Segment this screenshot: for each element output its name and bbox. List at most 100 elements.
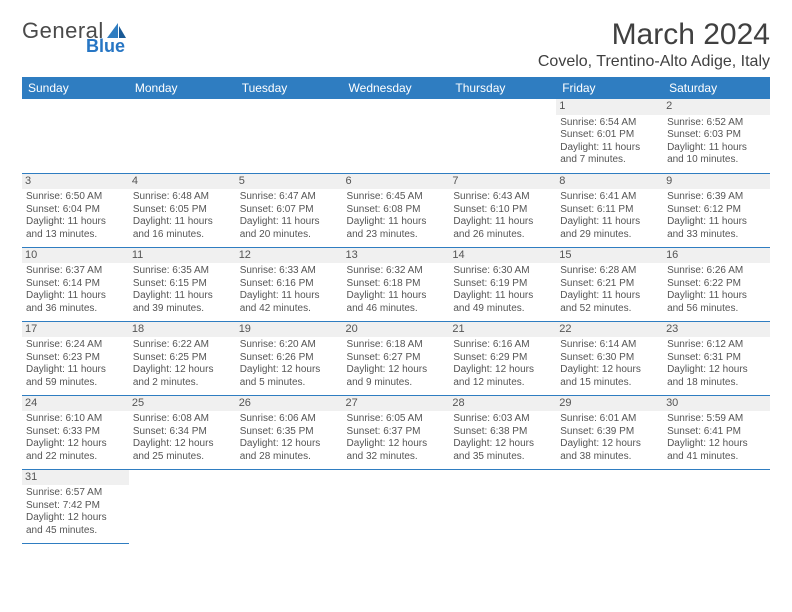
day-details: Sunrise: 6:45 AMSunset: 6:08 PMDaylight:… [347, 191, 446, 241]
day-header: Saturday [663, 77, 770, 99]
day-number: 8 [556, 174, 663, 190]
detail-line: and 15 minutes. [560, 377, 659, 390]
day-details: Sunrise: 6:41 AMSunset: 6:11 PMDaylight:… [560, 191, 659, 241]
detail-line: Sunrise: 6:10 AM [26, 413, 125, 426]
detail-line: Sunrise: 6:28 AM [560, 265, 659, 278]
detail-line: Daylight: 12 hours [453, 438, 552, 451]
calendar-cell: 31Sunrise: 6:57 AMSunset: 7:42 PMDayligh… [22, 469, 129, 543]
detail-line: Daylight: 12 hours [560, 364, 659, 377]
detail-line: Sunrise: 6:12 AM [667, 339, 766, 352]
day-number: 26 [236, 396, 343, 412]
detail-line: Sunrise: 6:33 AM [240, 265, 339, 278]
calendar-cell [22, 99, 129, 173]
day-number: 5 [236, 174, 343, 190]
detail-line: and 33 minutes. [667, 229, 766, 242]
detail-line: Daylight: 11 hours [240, 216, 339, 229]
detail-line: Daylight: 11 hours [667, 142, 766, 155]
detail-line: Daylight: 11 hours [347, 216, 446, 229]
detail-line: Sunset: 6:34 PM [133, 426, 232, 439]
day-number: 13 [343, 248, 450, 264]
calendar-week: 1 Sunrise: 6:54 AMSunset: 6:01 PMDaylight… [22, 99, 770, 173]
day-number: 14 [449, 248, 556, 264]
day-number: 28 [449, 396, 556, 412]
detail-line: and 20 minutes. [240, 229, 339, 242]
day-number: 25 [129, 396, 236, 412]
detail-line: Sunset: 6:11 PM [560, 204, 659, 217]
calendar-cell [343, 99, 450, 173]
detail-line: and 13 minutes. [26, 229, 125, 242]
day-number: 1 [556, 99, 663, 115]
detail-line: and 36 minutes. [26, 303, 125, 316]
calendar-week: 10Sunrise: 6:37 AMSunset: 6:14 PMDayligh… [22, 247, 770, 321]
detail-line: Daylight: 12 hours [560, 438, 659, 451]
detail-line: Daylight: 11 hours [667, 216, 766, 229]
detail-line: Sunset: 6:01 PM [560, 129, 659, 142]
detail-line: Daylight: 12 hours [347, 438, 446, 451]
day-details: Sunrise: 6:57 AMSunset: 7:42 PMDaylight:… [26, 487, 125, 537]
day-number: 10 [22, 248, 129, 264]
detail-line: Sunset: 6:22 PM [667, 278, 766, 291]
detail-line: and 18 minutes. [667, 377, 766, 390]
calendar-cell: 14Sunrise: 6:30 AMSunset: 6:19 PMDayligh… [449, 247, 556, 321]
day-details: Sunrise: 6:54 AMSunset: 6:01 PMDaylight:… [560, 117, 659, 167]
detail-line: and 16 minutes. [133, 229, 232, 242]
day-number: 22 [556, 322, 663, 338]
detail-line: Sunrise: 6:30 AM [453, 265, 552, 278]
detail-line: Daylight: 11 hours [347, 290, 446, 303]
calendar-cell: 8Sunrise: 6:41 AMSunset: 6:11 PMDaylight… [556, 173, 663, 247]
detail-line: Daylight: 11 hours [560, 142, 659, 155]
detail-line: and 56 minutes. [667, 303, 766, 316]
calendar-table: Sunday Monday Tuesday Wednesday Thursday… [22, 77, 770, 544]
detail-line: and 12 minutes. [453, 377, 552, 390]
day-details: Sunrise: 6:47 AMSunset: 6:07 PMDaylight:… [240, 191, 339, 241]
detail-line: Sunset: 6:35 PM [240, 426, 339, 439]
calendar-body: 1 Sunrise: 6:54 AMSunset: 6:01 PMDaylight… [22, 99, 770, 543]
detail-line: Daylight: 11 hours [133, 216, 232, 229]
detail-line: Daylight: 12 hours [453, 364, 552, 377]
calendar-cell: 30Sunrise: 5:59 AMSunset: 6:41 PMDayligh… [663, 395, 770, 469]
calendar-cell [449, 469, 556, 543]
detail-line: Sunrise: 6:32 AM [347, 265, 446, 278]
day-header: Thursday [449, 77, 556, 99]
calendar-cell [236, 469, 343, 543]
detail-line: Sunrise: 6:22 AM [133, 339, 232, 352]
detail-line: Sunrise: 6:14 AM [560, 339, 659, 352]
detail-line: Sunset: 6:41 PM [667, 426, 766, 439]
detail-line: Sunset: 7:42 PM [26, 500, 125, 513]
detail-line: Sunrise: 5:59 AM [667, 413, 766, 426]
detail-line: and 52 minutes. [560, 303, 659, 316]
detail-line: Sunset: 6:03 PM [667, 129, 766, 142]
calendar-cell: 29Sunrise: 6:01 AMSunset: 6:39 PMDayligh… [556, 395, 663, 469]
detail-line: Daylight: 12 hours [133, 438, 232, 451]
calendar-week: 17Sunrise: 6:24 AMSunset: 6:23 PMDayligh… [22, 321, 770, 395]
detail-line: Sunset: 6:08 PM [347, 204, 446, 217]
detail-line: Daylight: 12 hours [347, 364, 446, 377]
day-number: 11 [129, 248, 236, 264]
detail-line: Sunrise: 6:18 AM [347, 339, 446, 352]
detail-line: Sunrise: 6:41 AM [560, 191, 659, 204]
calendar-cell: 3Sunrise: 6:50 AMSunset: 6:04 PMDaylight… [22, 173, 129, 247]
day-number: 27 [343, 396, 450, 412]
detail-line: Daylight: 11 hours [240, 290, 339, 303]
detail-line: Sunset: 6:29 PM [453, 352, 552, 365]
detail-line: Sunrise: 6:45 AM [347, 191, 446, 204]
calendar-cell: 2Sunrise: 6:52 AMSunset: 6:03 PMDaylight… [663, 99, 770, 173]
day-details: Sunrise: 6:01 AMSunset: 6:39 PMDaylight:… [560, 413, 659, 463]
detail-line: Sunrise: 6:20 AM [240, 339, 339, 352]
detail-line: Daylight: 12 hours [667, 438, 766, 451]
day-details: Sunrise: 6:18 AMSunset: 6:27 PMDaylight:… [347, 339, 446, 389]
detail-line: Sunrise: 6:47 AM [240, 191, 339, 204]
detail-line: Daylight: 12 hours [133, 364, 232, 377]
detail-line: Sunrise: 6:52 AM [667, 117, 766, 130]
day-number: 20 [343, 322, 450, 338]
detail-line: Daylight: 11 hours [453, 290, 552, 303]
detail-line: Sunrise: 6:05 AM [347, 413, 446, 426]
calendar-cell: 20Sunrise: 6:18 AMSunset: 6:27 PMDayligh… [343, 321, 450, 395]
day-details: Sunrise: 6:26 AMSunset: 6:22 PMDaylight:… [667, 265, 766, 315]
day-number: 17 [22, 322, 129, 338]
day-number: 16 [663, 248, 770, 264]
calendar-cell [663, 469, 770, 543]
day-number: 30 [663, 396, 770, 412]
detail-line: and 45 minutes. [26, 525, 125, 538]
day-details: Sunrise: 6:05 AMSunset: 6:37 PMDaylight:… [347, 413, 446, 463]
